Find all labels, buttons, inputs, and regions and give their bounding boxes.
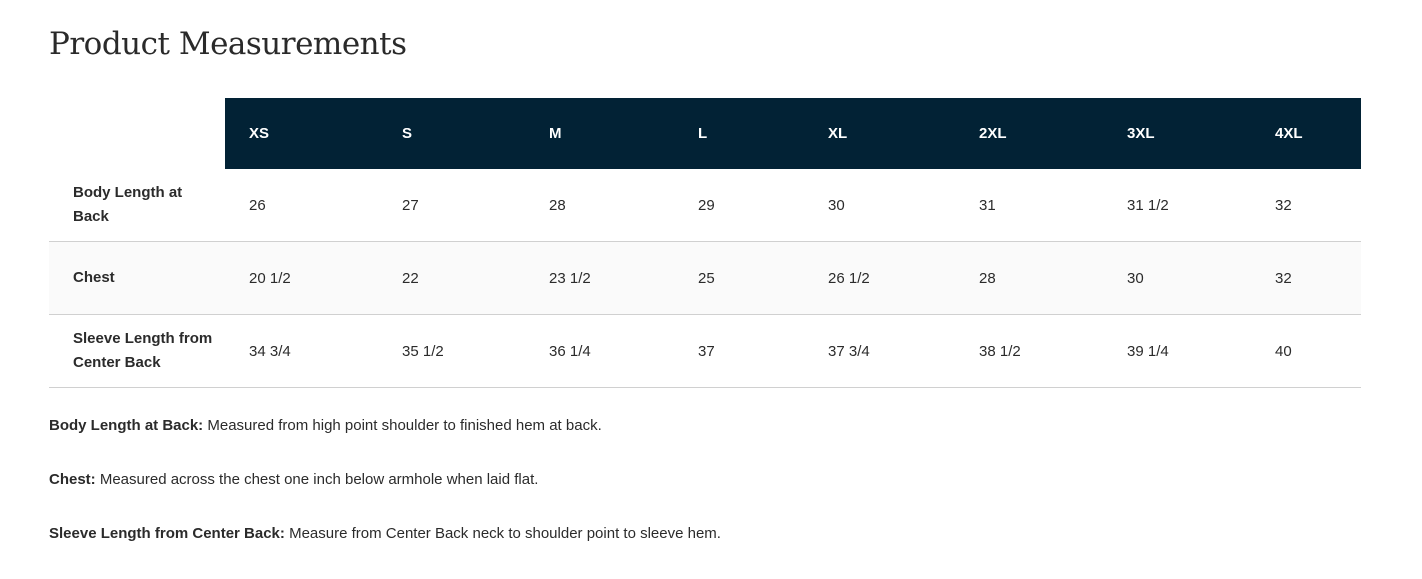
blank-header-cell (49, 98, 225, 169)
measurement-cell: 29 (674, 169, 804, 242)
header-cell: 2XL (955, 98, 1103, 169)
note-body-length: Body Length at Back: Measured from high … (49, 415, 721, 436)
measurement-cell: 28 (955, 241, 1103, 315)
measurement-cell: 20 1/2 (225, 241, 378, 315)
measurement-cell: 30 (804, 169, 955, 242)
row-label: Chest (49, 241, 225, 315)
measurement-cell: 32 (1251, 241, 1361, 315)
measurement-notes: Body Length at Back: Measured from high … (49, 415, 721, 577)
measurement-cell: 23 1/2 (525, 241, 674, 315)
measurement-cell: 31 (955, 169, 1103, 242)
note-text: Measure from Center Back neck to shoulde… (284, 525, 721, 542)
header-row: XS S M L XL 2XL 3XL 4XL (49, 98, 1361, 169)
header-cell: XS (225, 98, 378, 169)
note-term: Body Length at Back: (49, 417, 204, 434)
measurement-cell: 37 (674, 314, 804, 388)
measurement-cell: 22 (378, 241, 525, 315)
note-term: Sleeve Length from Center Back: (49, 525, 285, 542)
header-cell: XL (804, 98, 955, 169)
header-cell: 4XL (1251, 98, 1361, 169)
size-chart-table: XS S M L XL 2XL 3XL 4XL Body Length at B… (49, 98, 1361, 388)
measurement-cell: 40 (1251, 314, 1361, 388)
page-title: Product Measurements (49, 26, 407, 62)
note-chest: Chest: Measured across the chest one inc… (49, 469, 721, 490)
header-cell: S (378, 98, 525, 169)
note-text: Measured across the chest one inch below… (95, 471, 539, 488)
measurement-cell: 37 3/4 (804, 314, 955, 388)
measurement-cell: 31 1/2 (1103, 169, 1251, 242)
measurement-cell: 36 1/4 (525, 314, 674, 388)
header-cell: L (674, 98, 804, 169)
measurement-cell: 34 3/4 (225, 314, 378, 388)
note-term: Chest: (49, 471, 96, 488)
measurement-cell: 35 1/2 (378, 314, 525, 388)
measurement-cell: 39 1/4 (1103, 314, 1251, 388)
measurement-cell: 27 (378, 169, 525, 242)
measurement-cell: 30 (1103, 241, 1251, 315)
row-label: Sleeve Length from Center Back (49, 314, 225, 388)
measurement-cell: 25 (674, 241, 804, 315)
measurement-cell: 38 1/2 (955, 314, 1103, 388)
table-row: Sleeve Length from Center Back 34 3/4 35 1… (49, 314, 1361, 388)
row-label: Body Length at Back (49, 169, 225, 242)
note-text: Measured from high point shoulder to fin… (203, 417, 602, 434)
measurement-cell: 26 (225, 169, 378, 242)
table-row: Chest 20 1/2 22 23 1/2 25 26 1/2 28 30 32 (49, 241, 1361, 315)
measurement-cell: 26 1/2 (804, 241, 955, 315)
measurement-cell: 32 (1251, 169, 1361, 242)
header-cell: M (525, 98, 674, 169)
table-row: Body Length at Back 26 27 28 29 30 31 31 1/2 32 (49, 169, 1361, 242)
measurement-cell: 28 (525, 169, 674, 242)
header-cell: 3XL (1103, 98, 1251, 169)
note-sleeve-length: Sleeve Length from Center Back: Measure … (49, 523, 721, 544)
